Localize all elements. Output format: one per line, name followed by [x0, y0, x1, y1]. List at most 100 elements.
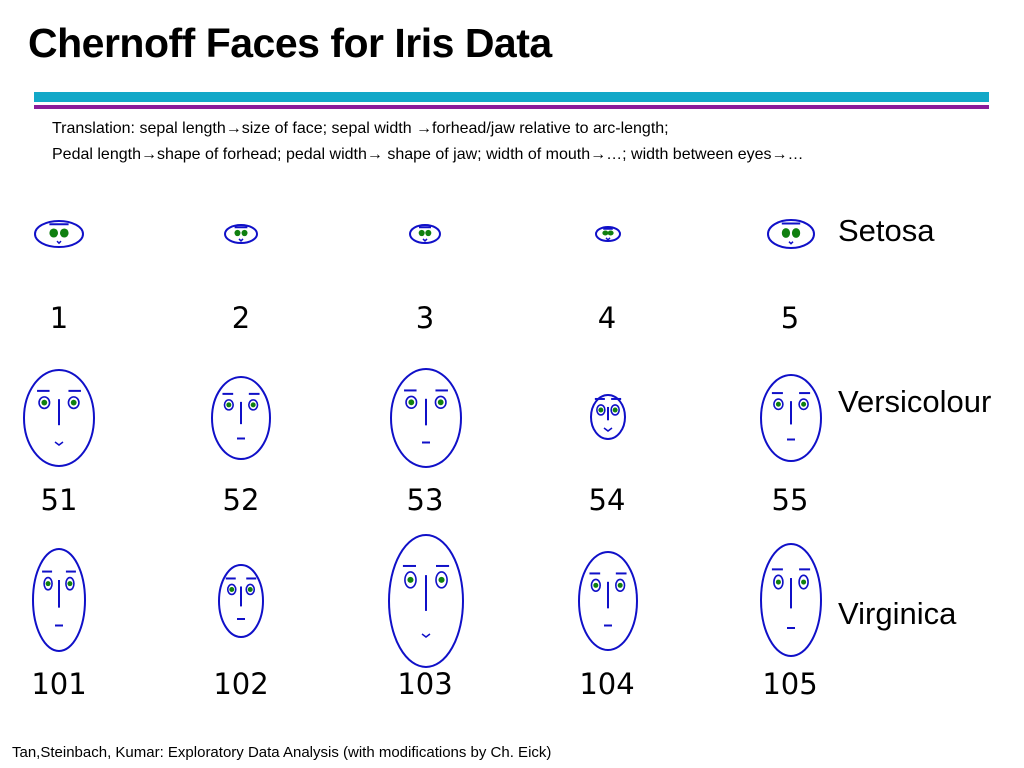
mouth [421, 633, 431, 638]
face-number-label: 2 [232, 301, 250, 335]
right-eye-icon [241, 229, 248, 237]
left-pupil [593, 582, 599, 588]
mouth [603, 427, 613, 432]
left-eye-icon [418, 229, 425, 237]
left-pupil [598, 407, 604, 413]
chernoff-face-3 [409, 224, 441, 244]
face-outline [218, 564, 264, 638]
face-number-label: 3 [416, 301, 434, 335]
face-number-label: 55 [772, 483, 809, 517]
left-pupil [229, 586, 235, 592]
face-number-label: 102 [213, 667, 268, 701]
left-pupil [41, 399, 48, 406]
face-outline [34, 220, 84, 248]
face-number-label: 101 [31, 667, 86, 701]
left-pupil [226, 402, 232, 408]
chernoff-face-105 [760, 543, 822, 657]
face-number-label: 4 [598, 301, 616, 335]
chernoff-face-52 [211, 376, 271, 460]
mouth [54, 441, 64, 446]
chernoff-face-1 [34, 220, 84, 248]
class-label-virginica: Virginica [838, 596, 957, 631]
right-eye-icon [434, 395, 447, 410]
right-pupil [437, 399, 444, 406]
left-pupil [407, 576, 414, 583]
face-outline [767, 219, 815, 249]
face-outline [760, 543, 822, 657]
chernoff-face-102 [218, 564, 264, 638]
page-title: Chernoff Faces for Iris Data [28, 20, 552, 66]
right-pupil [247, 586, 253, 592]
class-label-setosa: Setosa [838, 213, 935, 248]
face-outline [211, 376, 271, 460]
chernoff-face-103 [388, 534, 464, 668]
right-pupil [70, 399, 77, 406]
face-number-label: 103 [397, 667, 452, 701]
face-outline [224, 224, 258, 244]
face-outline [32, 548, 86, 652]
right-pupil [250, 402, 256, 408]
chernoff-face-4 [595, 226, 621, 242]
right-eye-icon [607, 230, 614, 236]
left-pupil [775, 579, 781, 585]
left-eye-icon [234, 229, 241, 237]
footer-credit: Tan,Steinbach, Kumar: Exploratory Data A… [12, 744, 552, 761]
face-number-label: 1 [50, 301, 68, 335]
chernoff-face-2 [224, 224, 258, 244]
face-number-label: 105 [762, 667, 817, 701]
right-pupil [801, 579, 807, 585]
right-pupil [801, 401, 807, 407]
left-pupil [45, 581, 51, 587]
left-pupil [408, 399, 415, 406]
mouth [788, 241, 794, 245]
face-number-label: 104 [579, 667, 634, 701]
left-eye-icon [404, 571, 417, 589]
left-eye-icon [773, 574, 784, 590]
left-eye-icon [38, 396, 51, 410]
right-eye-icon [425, 229, 432, 237]
face-number-label: 5 [781, 301, 799, 335]
chernoff-face-54 [590, 394, 626, 440]
face-outline [595, 226, 621, 242]
mouth [56, 240, 62, 245]
chernoff-face-101 [32, 548, 86, 652]
right-eye-icon [248, 399, 259, 411]
left-eye-icon [405, 395, 418, 410]
translation-line-2: Pedal length→shape of forhead; pedal wid… [52, 146, 804, 163]
right-eye-icon [791, 228, 801, 238]
right-pupil [617, 582, 623, 588]
left-eye-icon [602, 230, 609, 236]
chernoff-face-51 [23, 369, 95, 467]
face-outline [760, 374, 822, 462]
face-outline [590, 394, 626, 440]
right-eye-icon [610, 404, 620, 416]
face-outline [388, 534, 464, 668]
mouth [238, 238, 244, 243]
right-eye-icon [615, 578, 626, 593]
face-number-label: 54 [589, 483, 626, 517]
right-pupil [67, 581, 73, 587]
mouth [605, 237, 611, 241]
mouth [422, 238, 428, 243]
face-outline [409, 224, 441, 244]
face-number-label: 51 [41, 483, 78, 517]
title-divider-bottom [34, 105, 989, 109]
face-outline [23, 369, 95, 467]
left-eye-icon [781, 228, 791, 238]
chernoff-face-5 [767, 219, 815, 249]
chernoff-face-53 [390, 368, 462, 468]
left-eye-icon [43, 576, 53, 591]
face-number-label: 53 [407, 483, 444, 517]
right-eye-icon [435, 571, 448, 589]
right-eye-icon [798, 574, 809, 590]
face-outline [578, 551, 638, 651]
left-eye-icon [49, 228, 59, 238]
face-number-label: 52 [223, 483, 260, 517]
right-eye-icon [65, 576, 75, 591]
title-divider-top [34, 92, 989, 102]
left-eye-icon [226, 583, 237, 596]
left-eye-icon [223, 399, 234, 411]
right-eye-icon [245, 583, 256, 596]
translation-line-1: Translation: sepal length→size of face; … [52, 120, 669, 137]
